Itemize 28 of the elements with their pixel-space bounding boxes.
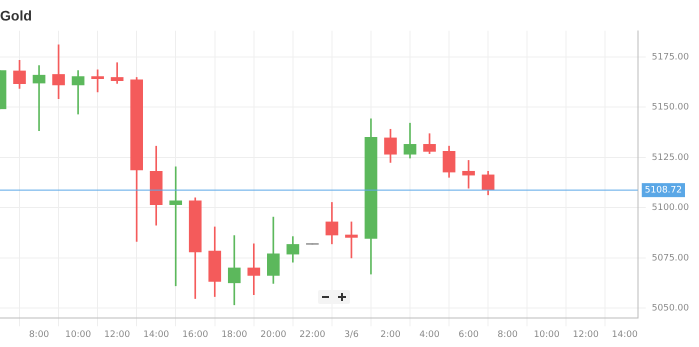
x-tick-label: 10:00 bbox=[534, 330, 560, 340]
candlestick bbox=[462, 160, 475, 188]
x-tick-label: 22:00 bbox=[299, 330, 326, 340]
x-tick-label: 3/6 bbox=[344, 330, 359, 340]
candlestick bbox=[32, 65, 46, 132]
y-tick-label: 5100.00 bbox=[652, 203, 690, 214]
ref-line-label: 5108.72 bbox=[644, 185, 682, 196]
x-tick-label: 8:00 bbox=[28, 330, 50, 340]
y-tick-label: 5175.00 bbox=[652, 52, 690, 62]
x-tick-label: 14:00 bbox=[612, 330, 638, 340]
x-tick-label: 10:00 bbox=[65, 330, 92, 340]
y-tick-label: 5125.00 bbox=[652, 152, 690, 163]
x-tick-label: 4:00 bbox=[419, 330, 440, 340]
x-tick-label: 12:00 bbox=[572, 330, 599, 340]
x-tick-label: 14:00 bbox=[143, 330, 170, 340]
x-tick-label: 8:00 bbox=[498, 330, 518, 340]
x-tick-label: 20:00 bbox=[260, 330, 287, 340]
x-tick-label: 18:00 bbox=[221, 330, 248, 340]
x-tick-label: 12:00 bbox=[104, 330, 130, 340]
candlestick bbox=[345, 222, 358, 258]
chart-title: Gold bbox=[0, 7, 32, 24]
y-tick-label: 5050.00 bbox=[652, 303, 690, 314]
y-tick-label: 5150.00 bbox=[652, 102, 690, 113]
y-tick-label: 5075.00 bbox=[652, 253, 690, 264]
candlestick bbox=[52, 44, 65, 100]
x-tick-label: 2:00 bbox=[380, 330, 401, 340]
x-tick-label: 16:00 bbox=[182, 330, 208, 340]
x-tick-label: 6:00 bbox=[458, 330, 479, 340]
